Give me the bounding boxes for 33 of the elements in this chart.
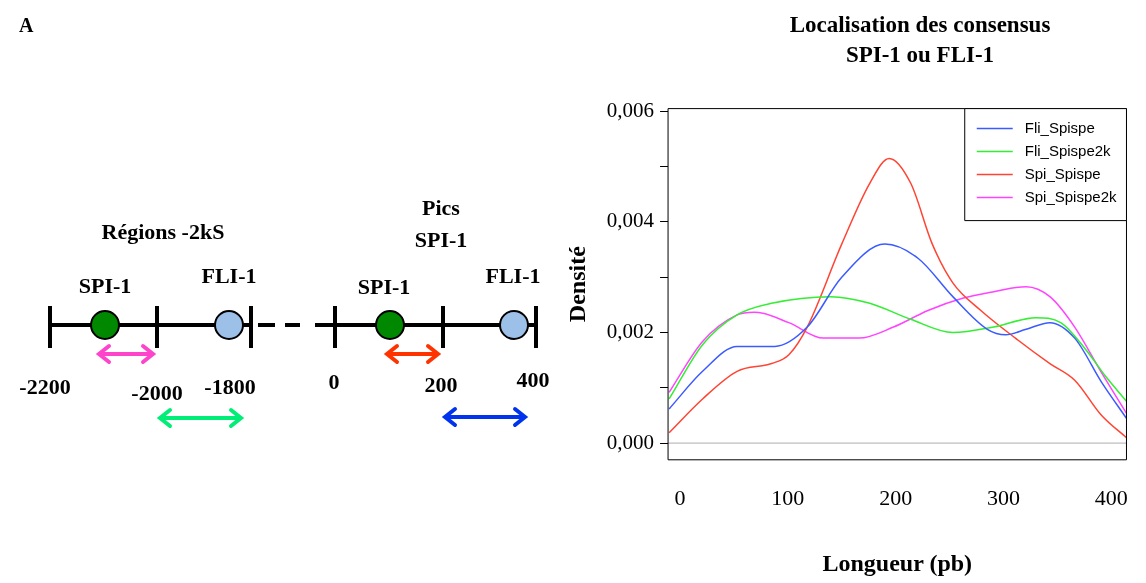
text: A <box>19 13 34 38</box>
text: 200 <box>423 371 459 399</box>
text: 400 <box>515 366 551 394</box>
text: -2200 <box>18 373 72 401</box>
text: -1800 <box>203 373 257 401</box>
y-axis-title: Densité <box>563 245 590 323</box>
legend-label: Spi_Spispe <box>1024 164 1101 182</box>
text: SPI-1 <box>356 273 412 301</box>
x-tick-label: 0 <box>674 484 686 510</box>
x-tick-label: 400 <box>1094 484 1128 510</box>
y-tick-label: 0,000 <box>606 429 655 454</box>
text: FLI-1 <box>484 262 542 290</box>
text: SPI-1 <box>77 272 133 300</box>
chart-title: Localisation des consensus SPI-1 ou FLI-1 <box>788 11 1052 69</box>
line-series <box>668 243 1127 420</box>
x-tick-label: 100 <box>771 484 805 510</box>
line-series <box>668 295 1127 402</box>
line-series <box>668 285 1127 415</box>
text: 0 <box>327 368 341 396</box>
y-tick-label: 0,004 <box>606 208 655 233</box>
text: Pics SPI-1 <box>413 194 469 254</box>
x-axis-title: Longueur (pb) <box>822 549 973 576</box>
text: -2000 <box>130 379 184 407</box>
text: Régions -2kS <box>100 218 226 246</box>
x-tick-label: 200 <box>879 484 913 510</box>
y-tick-label: 0,002 <box>606 319 655 344</box>
legend-label: Fli_Spispe2k <box>1024 141 1112 159</box>
y-tick-label: 0,006 <box>606 97 655 122</box>
text: FLI-1 <box>200 262 258 290</box>
line-series <box>668 157 1127 439</box>
legend-label: Spi_Spispe2k <box>1024 187 1117 205</box>
x-tick-label: 300 <box>987 484 1020 510</box>
legend-label: Fli_Spispe <box>1024 118 1095 136</box>
